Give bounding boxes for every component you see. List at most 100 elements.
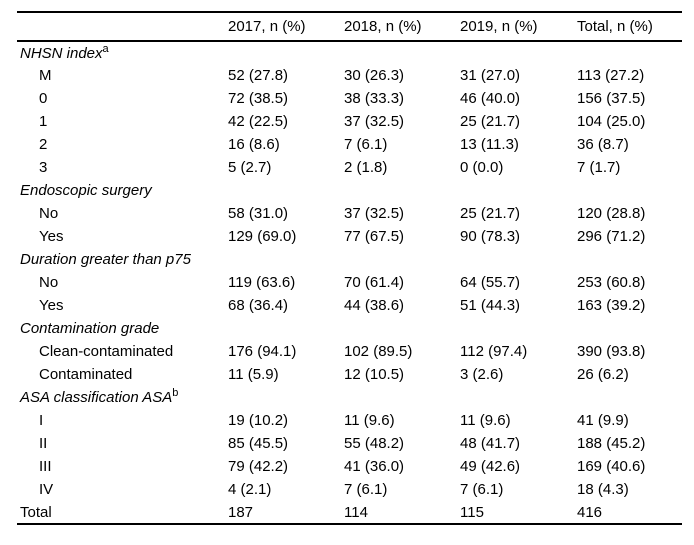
cell-value: 49 (42.6) xyxy=(460,458,521,475)
cell-value: 113 (27.2) xyxy=(577,67,645,84)
row-label: III xyxy=(39,458,52,475)
cell-value: 7 (6.1) xyxy=(460,481,504,498)
cell-value: 48 (41.7) xyxy=(460,435,521,452)
cell-value: 169 (40.6) xyxy=(577,458,646,475)
category-row: ASA classification ASAb xyxy=(17,386,682,409)
table-row: II 85 (45.5) 55 (48.2) 48 (41.7) 188 (45.2) xyxy=(17,432,682,455)
cell-value: 156 (37.5) xyxy=(577,90,646,107)
cell-value: 31 (27.0) xyxy=(460,67,521,84)
cell-value: 37 (32.5) xyxy=(344,113,405,130)
cell-value: 163 (39.2) xyxy=(577,297,646,314)
cell-value: 85 (45.5) xyxy=(228,435,289,452)
row-label: Yes xyxy=(39,228,64,245)
cell-value: 176 (94.1) xyxy=(228,343,297,360)
row-label: Contaminated xyxy=(39,366,133,383)
cell-value: 41 (9.9) xyxy=(577,412,629,429)
cell-value: 102 (89.5) xyxy=(344,343,413,360)
row-label: I xyxy=(39,412,44,429)
table-row: Contaminated 11 (5.9) 12 (10.5) 3 (2.6) 26 (… xyxy=(17,363,682,386)
total-value: 416 xyxy=(577,503,603,521)
cell-value: 3 (2.6) xyxy=(460,366,504,383)
cell-value: 38 (33.3) xyxy=(344,90,405,107)
category-label: Contamination grade xyxy=(20,320,160,337)
cell-value: 26 (6.2) xyxy=(577,366,629,383)
category-row: NHSN indexa xyxy=(17,41,682,64)
row-label: IV xyxy=(39,481,54,498)
cell-value: 55 (48.2) xyxy=(344,435,405,452)
cell-value: 46 (40.0) xyxy=(460,90,521,107)
row-label: Yes xyxy=(39,297,64,314)
cell-value: 7 (1.7) xyxy=(577,159,621,176)
cell-value: 37 (32.5) xyxy=(344,205,405,222)
cell-value: 90 (78.3) xyxy=(460,228,521,245)
cell-value: 188 (45.2) xyxy=(577,435,646,452)
cell-value: 64 (55.7) xyxy=(460,274,521,291)
row-label: M xyxy=(39,67,52,84)
column-header-total: Total, n (%) xyxy=(577,12,682,42)
cell-value: 36 (8.7) xyxy=(577,136,629,153)
table-row: I 19 (10.2) 11 (9.6) 11 (9.6) 41 (9.9) xyxy=(17,409,682,432)
cell-value: 41 (36.0) xyxy=(344,458,405,475)
cohort-characteristics-table: 2017, n (%) 2018, n (%) 2019, n (%) Tota… xyxy=(17,11,682,525)
table-row: 1 42 (22.5) 37 (32.5) 25 (21.7) 104 (25.0) xyxy=(17,110,682,133)
cell-value: 104 (25.0) xyxy=(577,113,646,130)
footnote-marker: a xyxy=(102,42,109,55)
table-row: 2 16 (8.6) 7 (6.1) 13 (11.3) 36 (8.7) xyxy=(17,133,682,156)
cell-value: 7 (6.1) xyxy=(344,481,388,498)
cell-value: 11 (5.9) xyxy=(228,366,279,383)
column-header-2018: 2018, n (%) xyxy=(344,12,460,42)
cell-value: 18 (4.3) xyxy=(577,481,629,498)
cell-value: 0 (0.0) xyxy=(460,159,504,176)
total-value: 115 xyxy=(460,503,484,521)
column-header-2017: 2017, n (%) xyxy=(228,12,344,42)
row-label: 2 xyxy=(39,136,48,153)
cell-value: 70 (61.4) xyxy=(344,274,405,291)
row-label: 3 xyxy=(39,159,48,176)
footnote-marker: b xyxy=(172,387,179,399)
cell-value: 120 (28.8) xyxy=(577,205,646,222)
cell-value: 13 (11.3) xyxy=(460,136,519,153)
cell-value: 58 (31.0) xyxy=(228,205,289,222)
column-header-2019: 2019, n (%) xyxy=(460,12,577,42)
row-label: II xyxy=(39,435,48,452)
cell-value: 112 (97.4) xyxy=(460,343,528,360)
table-row: M 52 (27.8) 30 (26.3) 31 (27.0) 113 (27.2) xyxy=(17,64,682,87)
cell-value: 25 (21.7) xyxy=(460,205,521,222)
cell-value: 390 (93.8) xyxy=(577,343,646,360)
table-row: Clean-contaminated 176 (94.1) 102 (89.5) 11… xyxy=(17,340,682,363)
table-row: Yes 68 (36.4) 44 (38.6) 51 (44.3) 163 (39.2) xyxy=(17,294,682,317)
cell-value: 44 (38.6) xyxy=(344,297,405,314)
category-row: Contamination grade xyxy=(17,317,682,340)
cell-value: 5 (2.7) xyxy=(228,159,272,176)
table-row: No 58 (31.0) 37 (32.5) 25 (21.7) 120 (28.8) xyxy=(17,202,682,225)
total-value: 114 xyxy=(344,503,368,521)
cell-value: 12 (10.5) xyxy=(344,366,405,383)
cell-value: 25 (21.7) xyxy=(460,113,521,130)
cell-value: 11 (9.6) xyxy=(344,412,395,429)
cell-value: 296 (71.2) xyxy=(577,228,646,245)
category-row: Duration greater than p75 xyxy=(17,248,682,271)
table-row: Yes 129 (69.0) 77 (67.5) 90 (78.3) 296 (71.2… xyxy=(17,225,682,248)
table-row: 0 72 (38.5) 38 (33.3) 46 (40.0) 156 (37.5) xyxy=(17,87,682,110)
cell-value: 42 (22.5) xyxy=(228,113,289,130)
cell-value: 2 (1.8) xyxy=(344,159,388,176)
row-label: Clean-contaminated xyxy=(39,343,174,360)
category-label: ASA classification ASAb xyxy=(20,387,179,407)
category-label: Endoscopic surgery xyxy=(20,182,152,199)
cell-value: 19 (10.2) xyxy=(228,412,289,429)
table-row: IV 4 (2.1) 7 (6.1) 7 (6.1) 18 (4.3) xyxy=(17,478,682,501)
cell-value: 119 (63.6) xyxy=(228,274,296,291)
table-row: 3 5 (2.7) 2 (1.8) 0 (0.0) 7 (1.7) xyxy=(17,156,682,179)
cell-value: 253 (60.8) xyxy=(577,274,646,291)
cell-value: 68 (36.4) xyxy=(228,297,289,314)
cell-value: 51 (44.3) xyxy=(460,297,521,314)
cell-value: 11 (9.6) xyxy=(460,412,511,429)
row-label: No xyxy=(39,205,59,222)
row-label: 1 xyxy=(39,113,48,130)
table-container: 2017, n (%) 2018, n (%) 2019, n (%) Tota… xyxy=(17,11,682,525)
cell-value: 7 (6.1) xyxy=(344,136,388,153)
category-label: NHSN indexa xyxy=(20,42,109,62)
table-row: III 79 (42.2) 41 (36.0) 49 (42.6) 169 (40.6) xyxy=(17,455,682,478)
header-row: 2017, n (%) 2018, n (%) 2019, n (%) Tota… xyxy=(17,12,682,42)
total-label: Total xyxy=(20,503,52,521)
